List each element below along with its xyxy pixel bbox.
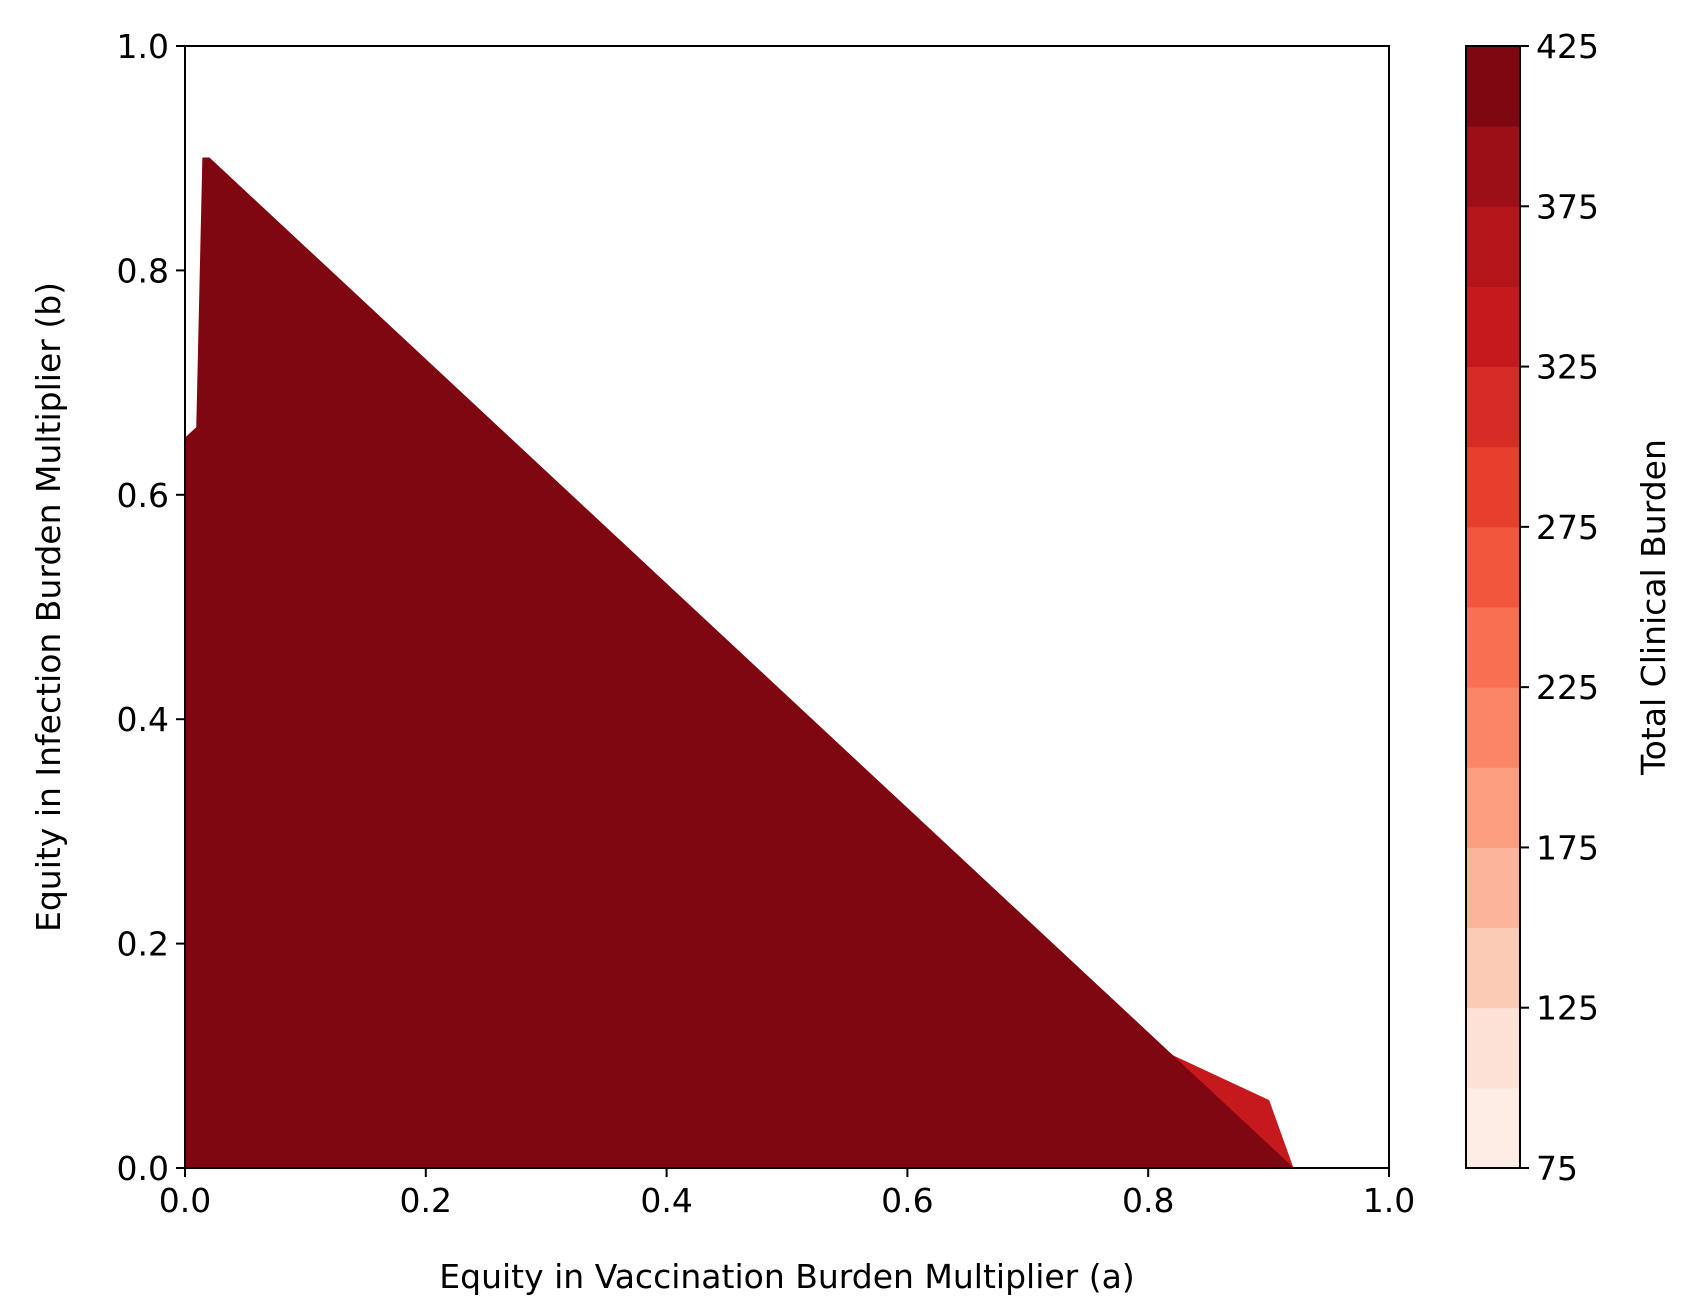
colorbar-tick-label: 325 bbox=[1536, 348, 1599, 387]
colorbar-tick-label: 275 bbox=[1536, 508, 1599, 547]
y-tick-label: 0.8 bbox=[117, 251, 169, 290]
colorbar-band-125-150 bbox=[1466, 927, 1520, 1009]
x-axis-ticks: 0.0 0.2 0.4 0.6 0.8 1.0 bbox=[159, 1168, 1415, 1220]
x-tick-label: 0.4 bbox=[640, 1181, 692, 1220]
y-axis-ticks: 0.0 0.2 0.4 0.6 0.8 1.0 bbox=[117, 27, 185, 1188]
colorbar-tick-label: 75 bbox=[1536, 1149, 1578, 1188]
colorbar-band-400-425 bbox=[1466, 46, 1520, 127]
x-axis-label: Equity in Vaccination Burden Multiplier … bbox=[439, 1257, 1134, 1296]
colorbar-tick-label: 375 bbox=[1536, 187, 1599, 226]
colorbar-ticks: 75 125 175 225 275 325 375 425 bbox=[1520, 27, 1599, 1188]
x-tick-label: 0.8 bbox=[1122, 1181, 1174, 1220]
y-tick-label: 1.0 bbox=[117, 27, 169, 66]
y-tick-label: 0.2 bbox=[117, 925, 169, 964]
colorbar-band-325-350 bbox=[1466, 286, 1520, 368]
colorbar-band-175-200 bbox=[1466, 767, 1520, 848]
plot-area: 0.0 0.2 0.4 0.6 0.8 1.0 0.0 0.2 0.4 0.6 0.8 1.0 bbox=[117, 27, 1416, 1220]
x-tick-label: 0.6 bbox=[881, 1181, 933, 1220]
contour-band-400-425 bbox=[185, 157, 1294, 1168]
y-axis-label: Equity in Infection Burden Multiplier (b… bbox=[29, 282, 68, 932]
y-tick-label: 0.6 bbox=[117, 476, 169, 515]
y-tick-label: 0.4 bbox=[117, 700, 169, 739]
colorbar-band-100-125 bbox=[1466, 1007, 1520, 1089]
colorbar-tick-label: 225 bbox=[1536, 668, 1599, 707]
x-tick-label: 0.0 bbox=[159, 1181, 211, 1220]
contour-fills bbox=[185, 157, 1294, 1168]
colorbar-band-150-175 bbox=[1466, 847, 1520, 929]
x-tick-label: 0.2 bbox=[400, 1181, 452, 1220]
colorbar: 75 125 175 225 275 325 375 425 Total Clinical B… bbox=[1465, 27, 1673, 1188]
plot-frame bbox=[184, 45, 1390, 1169]
colorbar-tick-label: 175 bbox=[1536, 828, 1599, 867]
colorbar-band-75-100 bbox=[1466, 1087, 1520, 1169]
colorbar-band-250-275 bbox=[1466, 526, 1520, 608]
colorbar-tick-label: 425 bbox=[1536, 27, 1599, 66]
x-tick-label: 1.0 bbox=[1363, 1181, 1415, 1220]
colorbar-band-350-375 bbox=[1466, 206, 1520, 287]
colorbar-band-375-400 bbox=[1466, 126, 1520, 207]
colorbar-tick-label: 125 bbox=[1536, 989, 1599, 1028]
colorbar-label: Total Clinical Burden bbox=[1634, 439, 1673, 776]
colorbar-band-275-300 bbox=[1466, 446, 1520, 528]
colorbar-band-225-250 bbox=[1466, 607, 1520, 688]
colorbar-bands bbox=[1466, 46, 1520, 1169]
colorbar-band-200-225 bbox=[1466, 687, 1520, 768]
colorbar-band-300-325 bbox=[1466, 366, 1520, 448]
colorbar-frame bbox=[1465, 45, 1521, 1169]
y-tick-label: 0.0 bbox=[117, 1149, 169, 1188]
